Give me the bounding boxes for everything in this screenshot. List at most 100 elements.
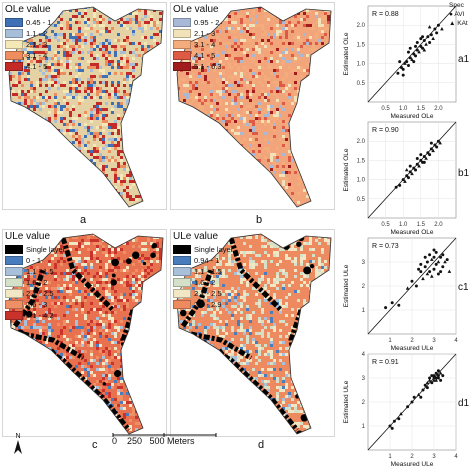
data-point	[436, 376, 440, 380]
y-tick-label: 4	[362, 352, 366, 358]
data-point	[414, 54, 418, 58]
y-tick-label: 1	[362, 308, 366, 314]
species-legend-item: ● AVI	[449, 10, 465, 18]
x-tick-label: 1	[388, 454, 392, 460]
legend-item: 3.1 - 4	[173, 39, 222, 50]
legend-item: 4.1 - 5	[5, 61, 51, 72]
data-point	[384, 306, 388, 310]
data-point	[425, 272, 430, 276]
data-point	[436, 260, 441, 264]
data-point	[434, 376, 438, 380]
data-point	[427, 25, 432, 29]
legend-swatch	[5, 289, 23, 298]
legend-item: 0.94 - 1	[173, 255, 233, 266]
species-legend-title: Spec	[449, 2, 464, 9]
legend-swatch	[5, 62, 23, 71]
data-point	[419, 37, 423, 41]
legend-label: 1.1 - 1.5	[194, 266, 222, 276]
ule-map-d	[176, 233, 332, 435]
data-point	[401, 73, 405, 77]
panel-label-b: b	[256, 214, 263, 226]
legend-label: 2.6 - 3	[26, 299, 48, 309]
data-point	[430, 274, 434, 278]
panel-label-a1: a1	[458, 54, 470, 65]
data-point	[419, 395, 423, 399]
y-tick-label: 2	[362, 284, 366, 290]
y-tick-label: 1.5	[357, 42, 366, 48]
data-point	[419, 44, 423, 48]
legend-item: 1.6 - 2	[173, 277, 233, 288]
data-point	[399, 65, 403, 69]
legend-label: 0.95 - 2	[194, 17, 220, 27]
data-point	[435, 31, 439, 35]
data-point	[428, 40, 432, 44]
legend-item: 2.1 - 2.5	[5, 288, 65, 299]
data-point	[415, 156, 419, 160]
data-point	[405, 60, 409, 64]
data-point	[435, 145, 439, 149]
ole-map-b	[176, 6, 332, 208]
legend-swatch	[173, 289, 191, 298]
data-point	[419, 153, 423, 157]
data-point	[390, 301, 394, 305]
legend-item: 2.6 - 2.9	[173, 299, 233, 310]
legend-item: 2.1 - 3	[173, 28, 222, 39]
scatter-plot-d1: 1 2 3 4 1 2 3 4 R = 0.91 Measured ULe Estimated UL…	[343, 352, 458, 468]
panel-label-b1: b1	[458, 168, 470, 179]
legend-item: 2.1 - 3	[5, 39, 51, 50]
legend-item: 2.6 - 3	[5, 299, 65, 310]
legend-title: OLe value	[5, 4, 51, 15]
data-point	[405, 174, 409, 178]
scale-label: 0 250 500 Meters	[112, 436, 195, 446]
identity-line	[367, 5, 457, 103]
data-point	[399, 412, 403, 416]
data-point	[436, 272, 440, 276]
x-axis-label: Measured OLe	[391, 229, 434, 236]
data-point	[414, 44, 418, 48]
data-point	[433, 143, 437, 147]
r-value-label: R = 0.91	[372, 359, 399, 366]
north-arrow-shape	[14, 440, 22, 454]
legend-label: 2.1 - 2.5	[26, 288, 54, 298]
data-point	[406, 405, 410, 409]
data-point	[430, 374, 434, 378]
data-point	[429, 33, 433, 37]
data-point	[421, 276, 425, 281]
data-point	[439, 255, 443, 259]
data-point	[430, 257, 434, 261]
x-tick-label: 1.5	[417, 222, 426, 228]
data-point	[421, 35, 425, 39]
legend-item: Single layer	[5, 244, 65, 255]
legend-swatch	[173, 267, 191, 276]
data-point	[436, 374, 440, 378]
y-axis-label: Estimated ULe	[343, 264, 350, 307]
data-point	[428, 270, 432, 274]
y-tick-label: 0.5	[357, 197, 366, 203]
panel-label-c1: c1	[458, 282, 469, 293]
data-point	[397, 417, 401, 421]
x-tick-label: 2.0	[434, 222, 443, 228]
y-tick-label: 1.5	[357, 158, 366, 164]
data-point	[406, 176, 410, 180]
legend-item: Single layer	[173, 244, 233, 255]
data-point	[421, 46, 425, 50]
y-tick-label: 3	[362, 260, 366, 266]
ole-map-a	[8, 6, 164, 208]
data-point	[421, 388, 425, 392]
data-point	[439, 270, 443, 274]
data-point	[406, 64, 410, 68]
x-tick-label: 4	[454, 454, 458, 460]
data-point	[412, 395, 416, 399]
r-value-label: R = 0.88	[372, 11, 399, 18]
data-point	[398, 183, 402, 187]
data-point	[394, 185, 398, 189]
data-point	[447, 269, 452, 273]
legend-swatch	[173, 278, 191, 287]
data-point	[403, 61, 407, 65]
data-point	[410, 400, 414, 404]
y-axis-label: Estimated ULe	[343, 380, 350, 423]
data-point	[410, 57, 414, 62]
y-tick-label: 2	[362, 400, 366, 406]
legend-label: 0 - 1	[26, 255, 42, 265]
x-tick-label: 4	[454, 338, 458, 344]
